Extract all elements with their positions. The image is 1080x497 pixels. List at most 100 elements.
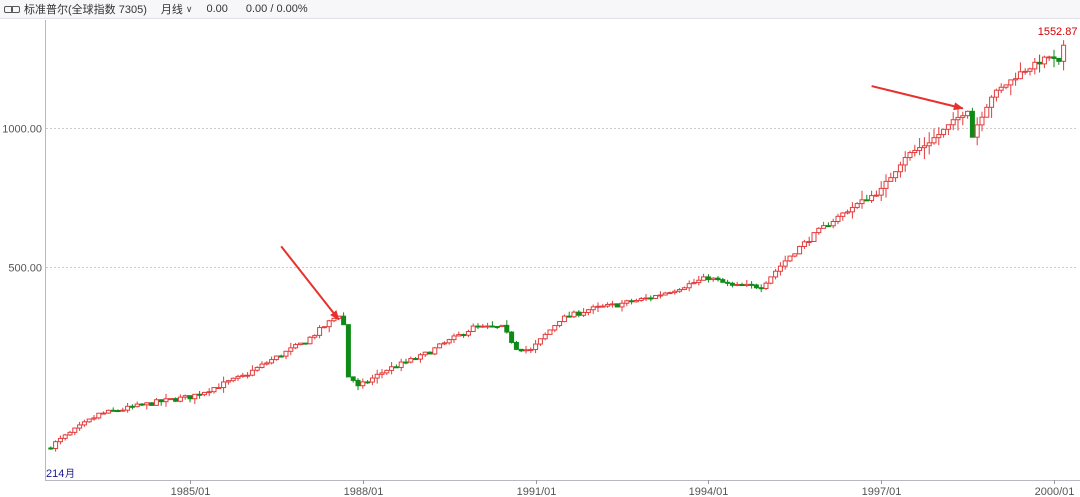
candle-body bbox=[533, 343, 539, 351]
candle-body bbox=[125, 405, 131, 411]
candle-body bbox=[110, 409, 116, 412]
candle-body bbox=[744, 283, 750, 287]
candle bbox=[456, 331, 462, 337]
candle-body bbox=[432, 347, 438, 355]
candle-body bbox=[777, 265, 783, 272]
candle bbox=[989, 95, 995, 118]
candle-body bbox=[677, 289, 683, 292]
candle bbox=[245, 372, 251, 379]
candle bbox=[317, 325, 323, 339]
candle bbox=[797, 245, 803, 255]
candle bbox=[720, 277, 726, 283]
candle-body bbox=[81, 421, 87, 426]
candle bbox=[110, 407, 116, 412]
candle bbox=[537, 338, 543, 347]
candle-body bbox=[465, 331, 471, 336]
candle bbox=[926, 132, 932, 155]
candle-body bbox=[969, 110, 975, 138]
candle bbox=[518, 348, 524, 353]
x-tick-label: 2000/01 bbox=[1035, 486, 1075, 497]
candle bbox=[561, 314, 567, 323]
y-tick-label: 1000.00 bbox=[2, 124, 42, 136]
candle-body bbox=[413, 358, 419, 361]
candle-body bbox=[638, 298, 644, 301]
candle-body bbox=[792, 253, 798, 257]
max-value-label: 1552.87 bbox=[1038, 26, 1078, 38]
candle-body bbox=[206, 391, 212, 394]
candle-body bbox=[653, 294, 659, 299]
candle bbox=[129, 404, 135, 410]
candle-body bbox=[657, 294, 663, 297]
candle-body bbox=[561, 315, 567, 323]
candle bbox=[230, 377, 236, 383]
candle bbox=[677, 288, 683, 293]
candle bbox=[475, 323, 481, 330]
candle bbox=[235, 374, 241, 381]
candle bbox=[715, 275, 721, 282]
candle bbox=[480, 323, 486, 328]
candle-body bbox=[341, 315, 347, 326]
candle-body bbox=[101, 412, 107, 415]
candle bbox=[81, 419, 87, 427]
candle bbox=[878, 181, 884, 202]
candle bbox=[734, 281, 740, 287]
candle bbox=[149, 402, 155, 406]
candle bbox=[259, 361, 265, 369]
candle bbox=[869, 190, 875, 203]
candle bbox=[893, 171, 899, 183]
candle bbox=[941, 128, 947, 138]
candle-body bbox=[67, 431, 73, 436]
candle-body bbox=[576, 311, 582, 316]
candle bbox=[91, 414, 97, 421]
candle-body bbox=[1017, 71, 1023, 80]
candle-body bbox=[504, 324, 510, 333]
candle-body bbox=[758, 287, 764, 290]
candle bbox=[249, 365, 255, 377]
candle bbox=[1037, 54, 1043, 73]
candle bbox=[1003, 84, 1009, 90]
link-icon[interactable] bbox=[4, 4, 20, 14]
candle bbox=[461, 333, 467, 338]
candle-body bbox=[451, 335, 457, 341]
candle-body bbox=[763, 282, 769, 289]
candle bbox=[552, 324, 558, 333]
candle-body bbox=[662, 292, 668, 296]
candle bbox=[105, 409, 111, 414]
candle-body bbox=[811, 232, 817, 242]
candle bbox=[182, 394, 188, 400]
candle-body bbox=[974, 124, 980, 138]
chart-toolbar: 标准普尔(全球指数 7305) 月线 ∨ 0.00 0.00 / 0.00% bbox=[0, 0, 1080, 19]
candle bbox=[144, 402, 150, 410]
candle bbox=[341, 312, 347, 326]
candle bbox=[1041, 55, 1047, 69]
candle bbox=[902, 151, 908, 172]
candle bbox=[581, 308, 587, 317]
candle bbox=[773, 268, 779, 280]
chevron-down-icon[interactable]: ∨ bbox=[185, 3, 193, 14]
candle bbox=[331, 317, 337, 323]
candle bbox=[451, 333, 457, 343]
candle-body bbox=[902, 157, 908, 166]
candle-body bbox=[705, 276, 711, 281]
period-selector-label[interactable]: 月线 bbox=[160, 4, 183, 16]
candle-body bbox=[715, 277, 721, 281]
candle bbox=[955, 107, 961, 131]
candle-body bbox=[888, 177, 894, 182]
candle bbox=[173, 397, 179, 402]
candle-body bbox=[345, 324, 351, 378]
candle-body bbox=[681, 287, 687, 291]
candle bbox=[120, 407, 126, 412]
candle-body bbox=[849, 206, 855, 213]
candle bbox=[197, 390, 203, 399]
candle-body bbox=[950, 119, 956, 126]
candle bbox=[624, 299, 630, 307]
candle bbox=[883, 174, 889, 198]
candle-body bbox=[864, 199, 870, 202]
candle-body bbox=[446, 339, 452, 344]
candle bbox=[302, 342, 308, 345]
candle bbox=[427, 351, 433, 355]
candle bbox=[1032, 57, 1038, 75]
candle bbox=[523, 345, 529, 354]
candle-body bbox=[326, 320, 332, 328]
candle bbox=[1017, 62, 1023, 80]
